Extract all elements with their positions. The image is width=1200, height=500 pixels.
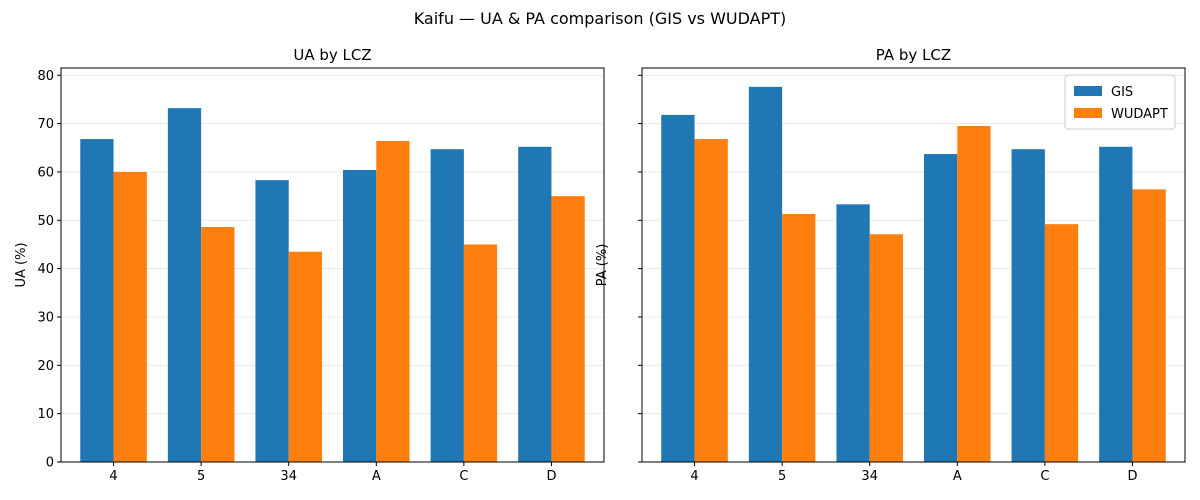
- bar-wudapt-c: [1044, 224, 1079, 462]
- bar-wudapt-d: [551, 196, 585, 463]
- subplots-group: 0 10 20 30 40 50 60 70 80 4 5 34 A C D UA by LCZ UA (%) 4…: [14, 46, 1186, 484]
- bar-wudapt-4: [113, 171, 147, 462]
- subplot-title: PA by LCZ: [876, 46, 951, 64]
- bar-gis-34: [255, 180, 289, 463]
- x-tick-label: A: [953, 469, 962, 484]
- bar-gis-a: [924, 154, 958, 463]
- bar-wudapt-a: [376, 140, 410, 462]
- x-tick-label: 4: [109, 469, 117, 484]
- x-tick-label: 4: [690, 469, 698, 484]
- bar-gis-4: [661, 114, 695, 462]
- x-tick-label: C: [459, 469, 468, 484]
- legend-swatch-wudapt: [1074, 108, 1102, 118]
- y-tick-label: 80: [37, 69, 54, 84]
- bar-wudapt-5: [201, 227, 235, 462]
- subplot-2: 4 5 34 A C D PA by LCZ PA (%) GIS WUDAPT: [595, 46, 1186, 484]
- bar-gis-a: [343, 170, 377, 462]
- legend: GIS WUDAPT: [1064, 74, 1176, 130]
- x-tick-label: A: [372, 469, 381, 484]
- y-tick-label: 20: [37, 359, 54, 374]
- x-tick-label: 5: [778, 469, 786, 484]
- bar-gis-5: [167, 108, 202, 462]
- bar-gis-c: [1011, 149, 1045, 463]
- x-tick-label: D: [546, 469, 556, 484]
- x-tick-label: C: [1040, 469, 1049, 484]
- y-axis-label: PA (%): [595, 244, 610, 287]
- bar-wudapt-d: [1132, 189, 1166, 462]
- axes-frame: [60, 67, 605, 463]
- bar-gis-4: [80, 139, 114, 462]
- x-tick-label: 5: [197, 469, 205, 484]
- bar-wudapt-a: [957, 126, 991, 462]
- legend-label-wudapt: WUDAPT: [1111, 107, 1168, 122]
- y-tick-label: 70: [37, 117, 54, 132]
- y-tick-label: 60: [37, 165, 54, 180]
- y-tick-label: 10: [37, 407, 54, 422]
- axes-frame: [641, 67, 1186, 463]
- figure-title: Kaifu — UA & PA comparison (GIS vs WUDAP…: [414, 9, 787, 28]
- subplot-1: 0 10 20 30 40 50 60 70 80 4 5 34 A C D UA by LCZ UA (%): [14, 46, 605, 484]
- y-axis-label: UA (%): [14, 242, 29, 287]
- bar-wudapt-c: [463, 244, 498, 462]
- bar-gis-c: [430, 149, 464, 463]
- legend-swatch-gis: [1074, 86, 1102, 96]
- bar-gis-34: [836, 204, 870, 462]
- bar-wudapt-34: [288, 251, 322, 462]
- y-tick-label: 30: [37, 310, 54, 325]
- bar-gis-d: [518, 146, 552, 463]
- y-tick-label: 50: [37, 214, 54, 229]
- bar-wudapt-34: [869, 234, 903, 462]
- bar-wudapt-5: [782, 213, 816, 462]
- bar-gis-5: [748, 86, 783, 462]
- x-tick-label: 34: [280, 469, 297, 484]
- x-tick-label: D: [1127, 469, 1137, 484]
- y-tick-label: 40: [37, 262, 54, 277]
- y-tick-label: 0: [46, 456, 54, 471]
- bar-gis-d: [1099, 146, 1133, 463]
- subplot-title: UA by LCZ: [293, 46, 371, 64]
- x-tick-label: 34: [861, 469, 878, 484]
- legend-label-gis: GIS: [1111, 85, 1133, 100]
- bar-wudapt-4: [694, 139, 728, 462]
